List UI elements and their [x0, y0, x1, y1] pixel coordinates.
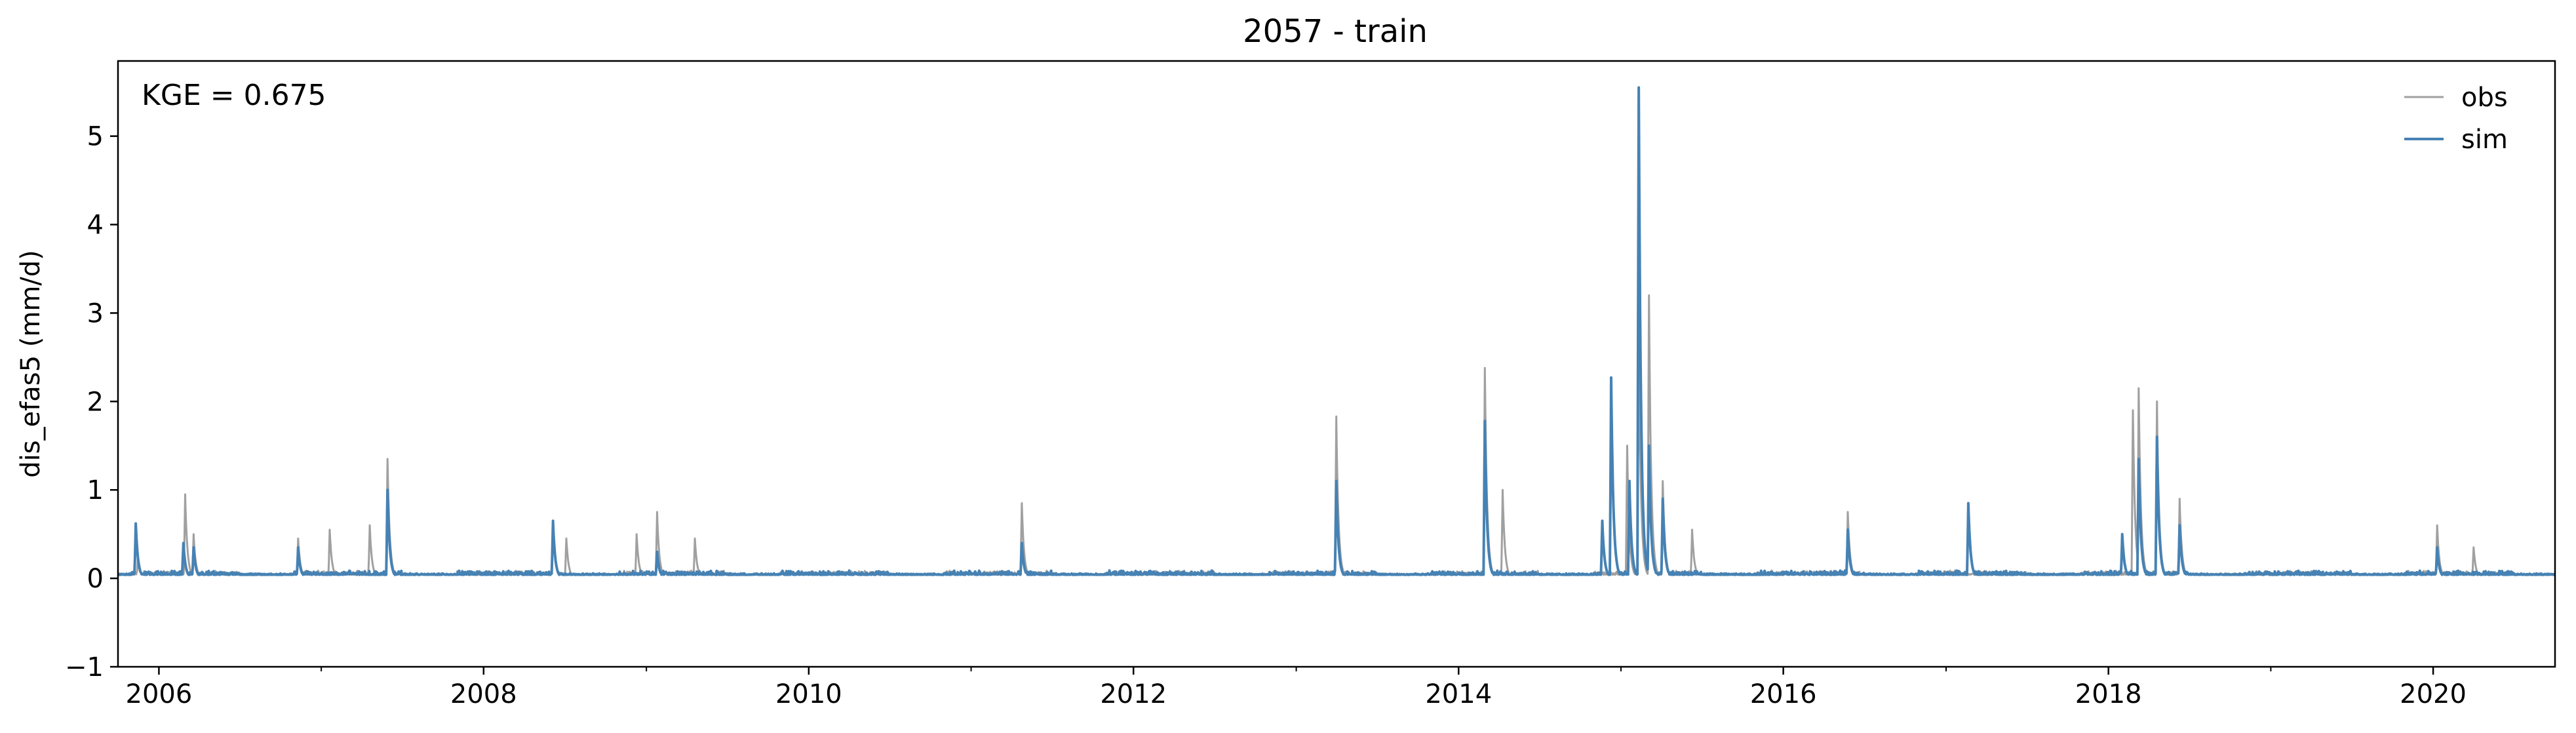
y-tick-label: −1	[65, 652, 104, 683]
y-tick-label: 2	[87, 387, 104, 417]
legend: obs sim	[2404, 83, 2508, 155]
chart-title: 2057 - train	[1243, 13, 1428, 50]
x-tick-label: 2014	[1425, 679, 1492, 709]
x-tick-label: 2016	[1750, 679, 1817, 709]
plot-frame	[117, 60, 2556, 668]
x-tick-label: 2006	[126, 679, 193, 709]
x-tick-label: 2008	[450, 679, 517, 709]
y-tick-label: 5	[87, 122, 104, 152]
series-line-sim	[118, 86, 2555, 576]
y-axis-label: dis_efas5 (mm/d)	[16, 250, 46, 478]
y-tick-label: 0	[87, 564, 104, 594]
y-tick-label: 4	[87, 210, 104, 241]
y-tick-label: 3	[87, 298, 104, 328]
axes: −1 0 1 2 3 4 5 2006 2008 2010 2012 2014 2016 2018 2020	[65, 60, 2556, 709]
legend-label-obs: obs	[2461, 83, 2508, 113]
x-tick-label: 2020	[2400, 679, 2467, 709]
plot-area	[118, 86, 2555, 576]
x-tick-label: 2018	[2075, 679, 2142, 709]
kge-annotation: KGE = 0.675	[142, 79, 326, 112]
y-tick-label: 1	[87, 475, 104, 505]
legend-label-sim: sim	[2461, 125, 2508, 155]
x-tick-label: 2012	[1100, 679, 1167, 709]
x-tick-label: 2010	[775, 679, 842, 709]
